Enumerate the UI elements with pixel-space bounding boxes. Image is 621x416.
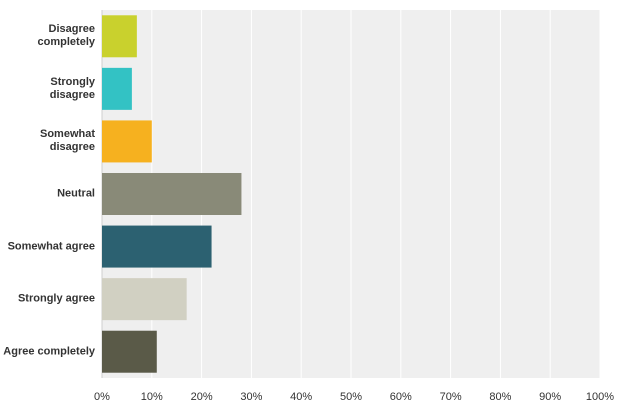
bar: [102, 120, 152, 163]
x-tick-label: 60%: [390, 391, 412, 403]
x-tick-label: 50%: [340, 391, 362, 403]
x-tick-label: 40%: [290, 391, 312, 403]
x-tick-label: 30%: [240, 391, 262, 403]
bar: [102, 225, 212, 268]
category-label: Strongly disagree: [49, 75, 95, 101]
category-label: Somewhat disagree: [39, 128, 95, 154]
bar: [102, 15, 137, 58]
category-label: Disagree completely: [37, 23, 95, 49]
bar: [102, 173, 242, 215]
x-tick-label: 90%: [539, 391, 561, 403]
category-label: Strongly agree: [17, 292, 95, 305]
bar: [102, 67, 132, 110]
x-tick-label: 70%: [440, 391, 462, 403]
category-label: Neutral: [57, 187, 95, 200]
x-tick-label: 10%: [141, 391, 163, 403]
x-tick-label: 20%: [191, 391, 213, 403]
x-tick-label: 100%: [586, 391, 614, 403]
bar: [102, 330, 157, 373]
category-label: Somewhat agree: [7, 240, 95, 253]
bar: [102, 278, 187, 321]
x-tick-label: 0%: [94, 391, 110, 403]
x-tick-label: 80%: [489, 391, 511, 403]
category-label: Agree completely: [3, 345, 95, 358]
